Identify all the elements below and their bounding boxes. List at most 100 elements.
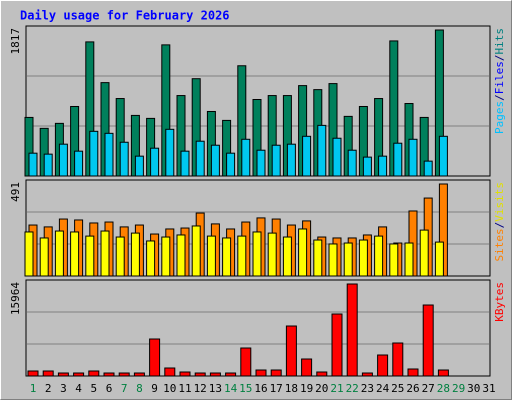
bar	[210, 144, 220, 177]
x-tick-label: 25	[391, 382, 404, 395]
x-tick-label: 18	[285, 382, 298, 395]
bar	[317, 124, 327, 177]
chart-title: Daily usage for February 2026	[20, 9, 230, 23]
bar	[134, 155, 144, 177]
legend-entry: /	[493, 55, 506, 62]
bar	[222, 237, 232, 277]
legend-entry: /	[493, 94, 506, 101]
x-tick-label: 29	[452, 382, 465, 395]
bar	[130, 232, 140, 277]
bar	[422, 304, 434, 377]
bar	[267, 232, 277, 277]
bar	[437, 369, 449, 377]
bar	[54, 230, 64, 277]
bar	[74, 150, 84, 177]
bar	[115, 236, 125, 277]
bar	[195, 140, 205, 177]
bar	[191, 225, 201, 277]
bar	[240, 347, 252, 377]
bar	[119, 141, 129, 177]
legend-entry: Visits	[493, 182, 506, 222]
bar	[161, 236, 171, 277]
bar	[298, 228, 308, 277]
bar	[28, 152, 38, 177]
bar	[43, 153, 53, 177]
bar	[328, 243, 338, 277]
legend-entry: Pages	[493, 101, 506, 134]
x-tick-label: 9	[151, 382, 158, 395]
bar	[255, 369, 267, 377]
bar	[362, 156, 372, 177]
bar	[226, 152, 236, 177]
bar	[313, 239, 323, 277]
bar	[270, 369, 282, 377]
bar	[27, 370, 39, 377]
legend-entry: Files	[493, 61, 506, 94]
bar	[146, 240, 156, 277]
bar	[316, 371, 328, 377]
legend: Sites/Visits	[493, 182, 506, 262]
y-tick-label: 15964	[9, 282, 22, 315]
x-tick-label: 3	[60, 382, 67, 395]
bar	[150, 147, 160, 177]
x-tick-label: 20	[315, 382, 328, 395]
bar	[331, 313, 343, 377]
bar	[332, 137, 342, 177]
x-tick-label: 23	[361, 382, 374, 395]
x-tick-label: 11	[178, 382, 191, 395]
x-tick-label: 13	[209, 382, 222, 395]
x-tick-label: 14	[224, 382, 238, 395]
plot-area	[25, 279, 491, 377]
x-tick-label: 4	[75, 382, 82, 395]
bar	[225, 372, 237, 377]
x-tick-label: 21	[330, 382, 343, 395]
bar	[252, 231, 262, 277]
bar	[286, 143, 296, 177]
x-tick-label: 7	[121, 382, 128, 395]
bar	[149, 338, 161, 377]
bar	[407, 368, 419, 377]
x-tick-label: 2	[45, 382, 52, 395]
bar	[392, 342, 404, 377]
x-tick-label: 10	[163, 382, 176, 395]
x-tick-label: 6	[106, 382, 113, 395]
bar	[237, 235, 247, 277]
bar	[180, 150, 190, 177]
bar	[100, 230, 110, 277]
bar	[57, 372, 69, 377]
bar	[206, 235, 216, 277]
bar	[241, 138, 251, 177]
y-tick-label: 1817	[9, 28, 22, 55]
x-tick-label: 31	[482, 382, 495, 395]
bar	[378, 155, 388, 177]
y-tick-label: 491	[9, 182, 22, 202]
bar	[301, 358, 313, 377]
bar	[282, 236, 292, 277]
legend: Pages/Files/Hits	[493, 28, 506, 134]
bar	[393, 142, 403, 177]
bar	[209, 372, 221, 377]
bar	[24, 231, 34, 277]
x-tick-label: 15	[239, 382, 252, 395]
bar	[39, 237, 49, 277]
x-tick-label: 17	[270, 382, 283, 395]
bar	[194, 372, 206, 377]
bar	[164, 367, 176, 377]
x-tick-label: 24	[376, 382, 390, 395]
bar	[118, 372, 130, 377]
x-tick-label: 19	[300, 382, 313, 395]
bar	[103, 372, 115, 377]
x-tick-label: 5	[90, 382, 97, 395]
bar	[165, 128, 175, 177]
legend-entry: Sites	[493, 228, 506, 261]
bar	[176, 234, 186, 277]
x-tick-label: 16	[254, 382, 267, 395]
bar	[73, 372, 85, 377]
x-tick-label: 12	[194, 382, 207, 395]
bar	[271, 144, 281, 177]
x-tick-label: 8	[136, 382, 143, 395]
bar	[133, 372, 145, 377]
bar	[389, 243, 399, 277]
